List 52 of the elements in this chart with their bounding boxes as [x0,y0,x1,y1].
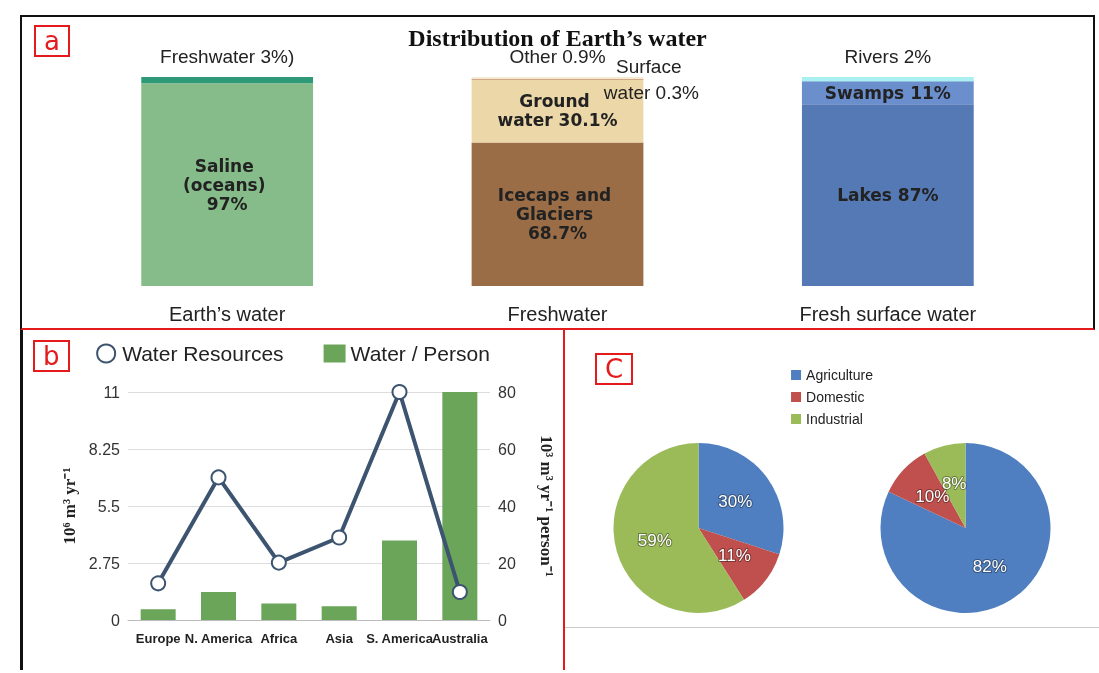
x-tick-label: N. America [184,631,253,646]
data-label: Freshwater 3%) [160,45,295,67]
y-tick-label: 0 [111,611,121,629]
bar [382,540,417,620]
point [210,469,227,486]
x-tick-label: Europe [135,631,181,646]
legend-label: Industrial [806,411,863,427]
data-label: Swamps 11% [824,82,951,103]
bar [261,603,297,620]
y2-tick-label: 80 [498,383,516,401]
data-label: 30% [718,491,753,511]
y-tick-label: 11 [103,383,121,401]
y2-tick-label: 0 [498,611,507,629]
point [391,384,408,400]
bar [442,392,478,620]
legend-label: Water / Person [350,342,490,365]
point [331,529,348,546]
data-label: 82% [972,556,1007,576]
y2-tick-label: 20 [498,554,516,572]
legend-label: Domestic [806,389,865,405]
x-tick-label: Earth’s water [168,303,286,325]
x-tick-label: Australia [432,631,489,646]
legend-label: Agriculture [806,367,874,383]
text: b [33,340,70,372]
bar [140,609,176,620]
data-label: Saline (oceans) 97% [182,155,272,214]
data-label: 59% [637,531,672,551]
x-tick-label: S. America [366,631,434,646]
y-axis-title: 10⁶ m³ yr⁻¹ [59,467,79,545]
text: C [595,353,634,385]
x-tick-label: Asia [325,631,354,646]
point [270,554,287,571]
data-label: 11% [718,546,751,566]
legend-label: Water Resources [122,342,284,365]
y-tick-label: 8.25 [88,440,121,458]
data-label: Icecaps and Glaciers 68.7% [497,185,618,244]
y-tick-label: 2.75 [88,554,121,572]
point [150,575,167,592]
x-tick-label: Freshwater [507,303,608,325]
y2-axis-title: 10³ m³ yr⁻¹ person⁻¹ [537,435,556,577]
data-label: Lakes 87% [837,185,939,206]
x-tick-label: Africa [260,631,299,646]
point [451,584,468,601]
x-tick-label: Fresh surface water [799,303,977,325]
y2-tick-label: 60 [498,440,516,458]
bar [321,606,357,620]
y-tick-label: 5.5 [97,497,121,515]
data-label: Rivers 2% [844,45,932,67]
text: a [34,25,70,57]
chart-title: Distribution of Earth’s water [408,25,708,51]
bar [201,592,236,620]
y2-tick-label: 40 [498,497,516,515]
